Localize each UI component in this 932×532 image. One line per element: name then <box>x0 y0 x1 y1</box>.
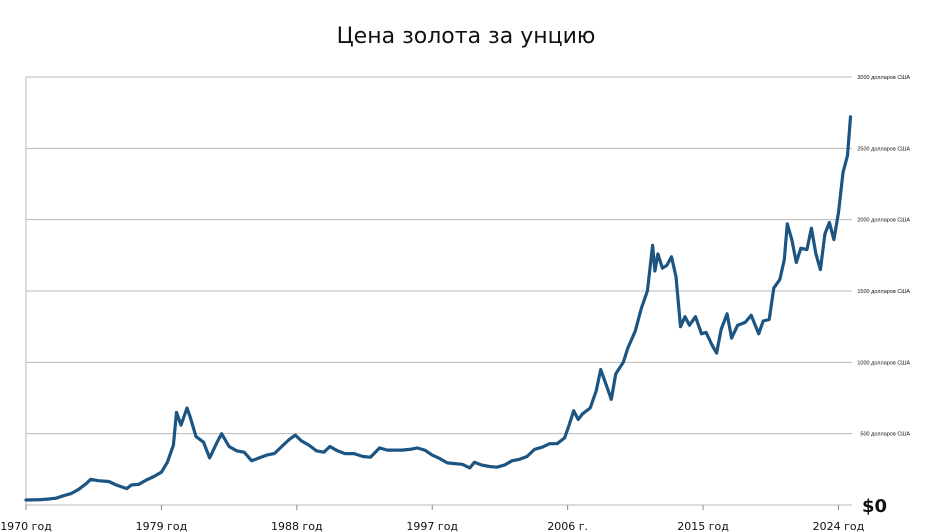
x-tick-label: 2015 год <box>677 520 729 532</box>
y-tick-label: $0 <box>862 496 887 517</box>
y-tick-label: 500 долларов США <box>860 432 910 438</box>
x-tick-label: 1997 год <box>406 520 458 532</box>
y-tick-label: 2000 долларов США <box>857 218 910 224</box>
y-tick-label: 2500 долларов США <box>857 146 910 152</box>
grid-layer <box>25 76 852 506</box>
x-tick-label: 1979 год <box>136 520 188 532</box>
y-tick-label: 1500 долларов США <box>857 289 910 295</box>
x-tick-label: 2006 г. <box>547 520 588 532</box>
x-tick-label: 1970 год <box>0 520 52 532</box>
x-axis: 1970 год 1979 год 1988 год 1997 год 2006 г. 2… <box>0 505 865 532</box>
chart-title: Цена золота за унцию <box>336 24 596 49</box>
y-tick-label: 3000 долларов США <box>857 75 910 81</box>
x-tick-label: 2024 год <box>813 520 865 532</box>
series-line-gold-price <box>24 115 853 502</box>
series-layer <box>24 115 853 502</box>
x-tick-label: 1988 год <box>271 520 323 532</box>
y-axis: $0 500 долларов США 1000 долларов США 1500 … <box>857 75 910 517</box>
y-tick-label: 1000 долларов США <box>857 360 910 366</box>
